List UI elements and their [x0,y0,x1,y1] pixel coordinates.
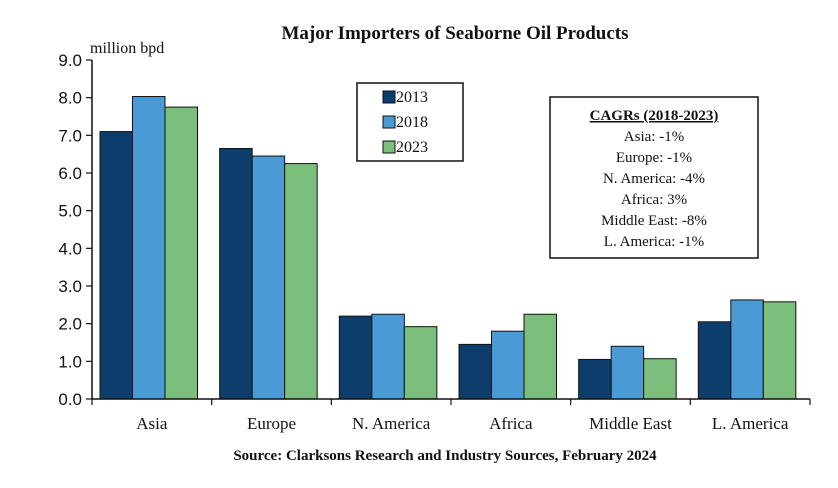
bar-l-america-2018 [730,299,764,400]
bar-n-america-2013 [338,315,373,400]
cagr-line-asia: Asia: -1% [624,129,684,145]
y-tick-label: 6.0 [58,164,82,183]
y-tick-label: 3.0 [58,277,82,296]
x-tick-label: L. America [712,414,789,433]
x-tick-label: Europe [247,414,296,433]
bar-l-america-2023 [762,301,797,400]
bar-asia-2023 [164,106,198,400]
y-axis-label: million bpd [90,40,164,57]
cagr-line-n-america: N. America: -4% [603,171,705,187]
bar-asia-2013 [99,131,133,400]
bar-europe-2013 [219,148,253,400]
bar-europe-2023 [284,163,318,400]
source-note: Source: Clarksons Research and Industry … [233,448,657,464]
cagr-title: CAGRs (2018-2023) [590,108,719,124]
cagr-line-middle-east: Middle East: -8% [601,213,707,229]
y-tick-label: 2.0 [58,315,82,334]
legend-label-2018: 2018 [396,114,428,131]
y-tick-label: 9.0 [58,51,82,70]
bar-europe-2018 [251,155,286,400]
bar-africa-2013 [458,343,492,400]
y-tick-label: 1.0 [58,352,82,371]
y-tick-label: 0.0 [58,390,82,409]
legend-label-2013: 2013 [396,89,428,106]
cagr-line-europe: Europe: -1% [616,150,692,166]
x-tick-label: N. America [352,414,431,433]
chart-title: Major Importers of Seaborne Oil Products [281,23,628,44]
bar-africa-2023 [523,313,557,400]
cagr-annotation: CAGRs (2018-2023) Asia: -1% Europe: -1% … [549,96,759,259]
bar-middle-east-2018 [610,345,645,400]
legend-box [356,82,464,162]
legend-label-2023: 2023 [396,139,428,156]
legend-swatch-2018 [382,115,396,129]
bar-n-america-2018 [371,313,405,400]
bar-middle-east-2023 [643,358,677,400]
y-tick-label: 4.0 [58,239,82,258]
bar-asia-2018 [132,96,166,400]
cagr-box [549,96,759,259]
x-tick-label: Asia [136,414,168,433]
bar-africa-2018 [491,330,525,400]
plot-area: 0.0 1.0 2.0 3.0 4.0 5.0 6.0 7.0 8.0 9.0 Asia Europe… [58,51,811,433]
y-tick-label: 7.0 [58,126,82,145]
legend: 2013 2018 2023 [356,82,464,162]
legend-swatch-2023 [382,140,396,154]
y-tick-label: 5.0 [58,202,82,221]
y-tick-label: 8.0 [58,89,82,108]
bar-l-america-2013 [697,321,732,400]
bar-middle-east-2013 [578,358,612,400]
x-tick-label: Middle East [589,414,672,433]
bar-n-america-2023 [403,326,438,400]
legend-swatch-2013 [382,90,396,104]
cagr-line-l-america: L. America: -1% [604,234,704,250]
cagr-line-africa: Africa: 3% [621,192,687,208]
x-tick-label: Africa [489,414,533,433]
